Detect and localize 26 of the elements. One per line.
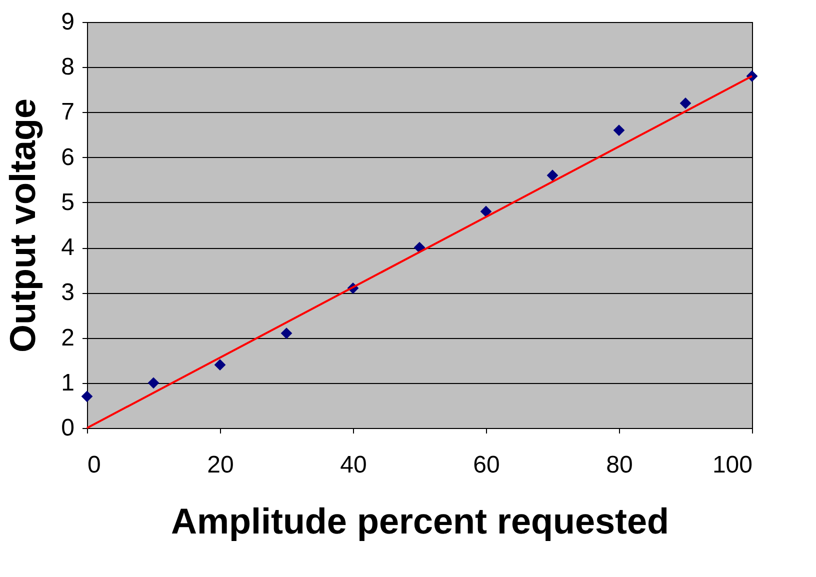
x-tick-label: 0: [88, 452, 101, 478]
y-tick-label: 1: [61, 369, 74, 396]
x-tick-label: 80: [606, 452, 633, 478]
y-tick-label: 0: [61, 414, 74, 442]
point: [280, 328, 292, 339]
y-tick-label: 9: [61, 8, 74, 36]
point: [680, 98, 692, 109]
y-tick-label: 5: [61, 188, 74, 216]
x-axis-title: Amplitude percent requested: [170, 500, 670, 542]
x-tick-label: 40: [340, 452, 367, 478]
y-tick-label: 2: [61, 324, 74, 352]
x-tick-label: 100: [712, 452, 752, 478]
point: [613, 124, 625, 136]
y-tick-label: 8: [61, 54, 74, 81]
point: [480, 206, 492, 218]
y-tick-label: 6: [61, 144, 74, 171]
point: [81, 390, 93, 402]
y-tick-label: 7: [61, 98, 74, 126]
point: [214, 359, 226, 371]
point: [148, 377, 160, 389]
x-tick-label: 60: [473, 452, 500, 478]
x-tick-label: 20: [207, 452, 234, 478]
y-axis-title: Output voltage: [2, 98, 44, 352]
point: [546, 170, 558, 182]
y-tick-label: 3: [61, 279, 74, 306]
y-tick-label: 4: [61, 234, 74, 262]
